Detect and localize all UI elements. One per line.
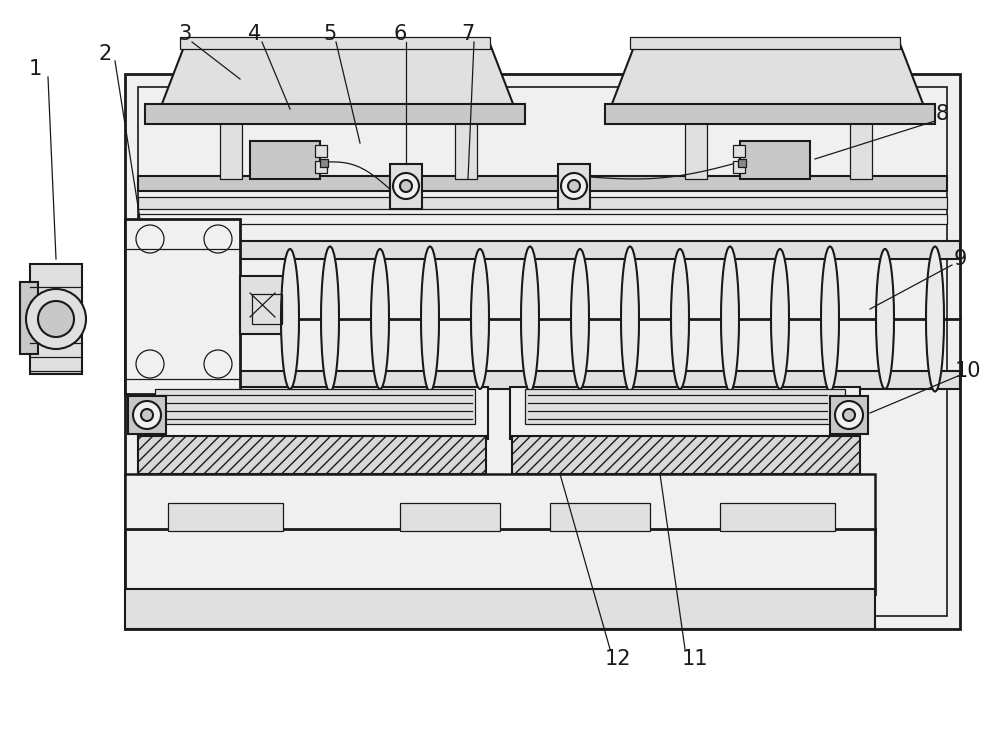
Bar — [138, 214, 947, 224]
Ellipse shape — [421, 246, 439, 392]
Ellipse shape — [621, 246, 639, 392]
Text: 12: 12 — [605, 649, 631, 669]
Circle shape — [141, 409, 153, 421]
Bar — [155, 389, 475, 424]
Text: 11: 11 — [682, 649, 708, 669]
Circle shape — [843, 409, 855, 421]
Bar — [125, 474, 875, 534]
Text: 3: 3 — [178, 24, 192, 44]
Bar — [390, 164, 422, 209]
Circle shape — [568, 180, 580, 192]
Circle shape — [400, 180, 412, 192]
Text: 7: 7 — [461, 24, 475, 44]
Bar — [733, 161, 745, 173]
Ellipse shape — [926, 246, 944, 392]
Bar — [525, 389, 845, 424]
Ellipse shape — [721, 246, 739, 392]
Bar — [830, 396, 868, 434]
Bar — [125, 74, 960, 629]
Ellipse shape — [281, 249, 299, 389]
Bar — [125, 529, 875, 594]
Bar — [315, 145, 327, 157]
Bar — [30, 264, 82, 374]
Ellipse shape — [571, 249, 589, 389]
Polygon shape — [160, 44, 515, 109]
Circle shape — [38, 301, 74, 337]
Bar — [400, 503, 500, 531]
Bar — [220, 121, 242, 179]
Bar — [685, 121, 707, 179]
Bar — [512, 436, 860, 474]
Ellipse shape — [321, 246, 339, 392]
Bar — [315, 161, 327, 173]
Polygon shape — [610, 44, 925, 109]
Ellipse shape — [521, 246, 539, 392]
Bar — [252, 294, 282, 324]
Circle shape — [133, 401, 161, 429]
Bar — [510, 387, 860, 439]
Bar — [240, 276, 285, 334]
Ellipse shape — [771, 249, 789, 389]
Text: 2: 2 — [98, 44, 112, 64]
Circle shape — [835, 401, 863, 429]
Circle shape — [26, 289, 86, 349]
Bar — [138, 197, 947, 209]
Bar — [138, 87, 947, 616]
Ellipse shape — [876, 249, 894, 389]
Bar — [145, 104, 525, 124]
Text: 1: 1 — [28, 59, 42, 79]
Bar — [738, 159, 746, 167]
Bar — [128, 396, 166, 434]
Text: 4: 4 — [248, 24, 262, 44]
Ellipse shape — [471, 249, 489, 389]
Ellipse shape — [671, 249, 689, 389]
Bar — [125, 219, 240, 394]
Ellipse shape — [821, 246, 839, 392]
Bar — [320, 159, 328, 167]
Bar — [720, 503, 835, 531]
Text: 6: 6 — [393, 24, 407, 44]
Text: 10: 10 — [955, 361, 981, 381]
Circle shape — [561, 173, 587, 199]
Bar — [138, 436, 486, 474]
Text: 9: 9 — [953, 249, 967, 269]
Bar — [138, 176, 947, 191]
Bar — [733, 145, 745, 157]
Bar — [138, 387, 488, 439]
Bar — [630, 37, 900, 49]
Text: 8: 8 — [935, 104, 949, 124]
Bar — [250, 141, 320, 179]
Bar — [138, 241, 960, 259]
Bar — [550, 503, 650, 531]
Bar — [605, 104, 935, 124]
Bar — [455, 121, 477, 179]
Text: 5: 5 — [323, 24, 337, 44]
Circle shape — [393, 173, 419, 199]
Ellipse shape — [371, 249, 389, 389]
Bar — [138, 371, 960, 389]
Bar — [20, 282, 38, 354]
Bar — [740, 141, 810, 179]
Bar — [558, 164, 590, 209]
Bar — [180, 37, 490, 49]
Bar — [125, 589, 875, 629]
Bar — [168, 503, 283, 531]
Bar — [850, 121, 872, 179]
